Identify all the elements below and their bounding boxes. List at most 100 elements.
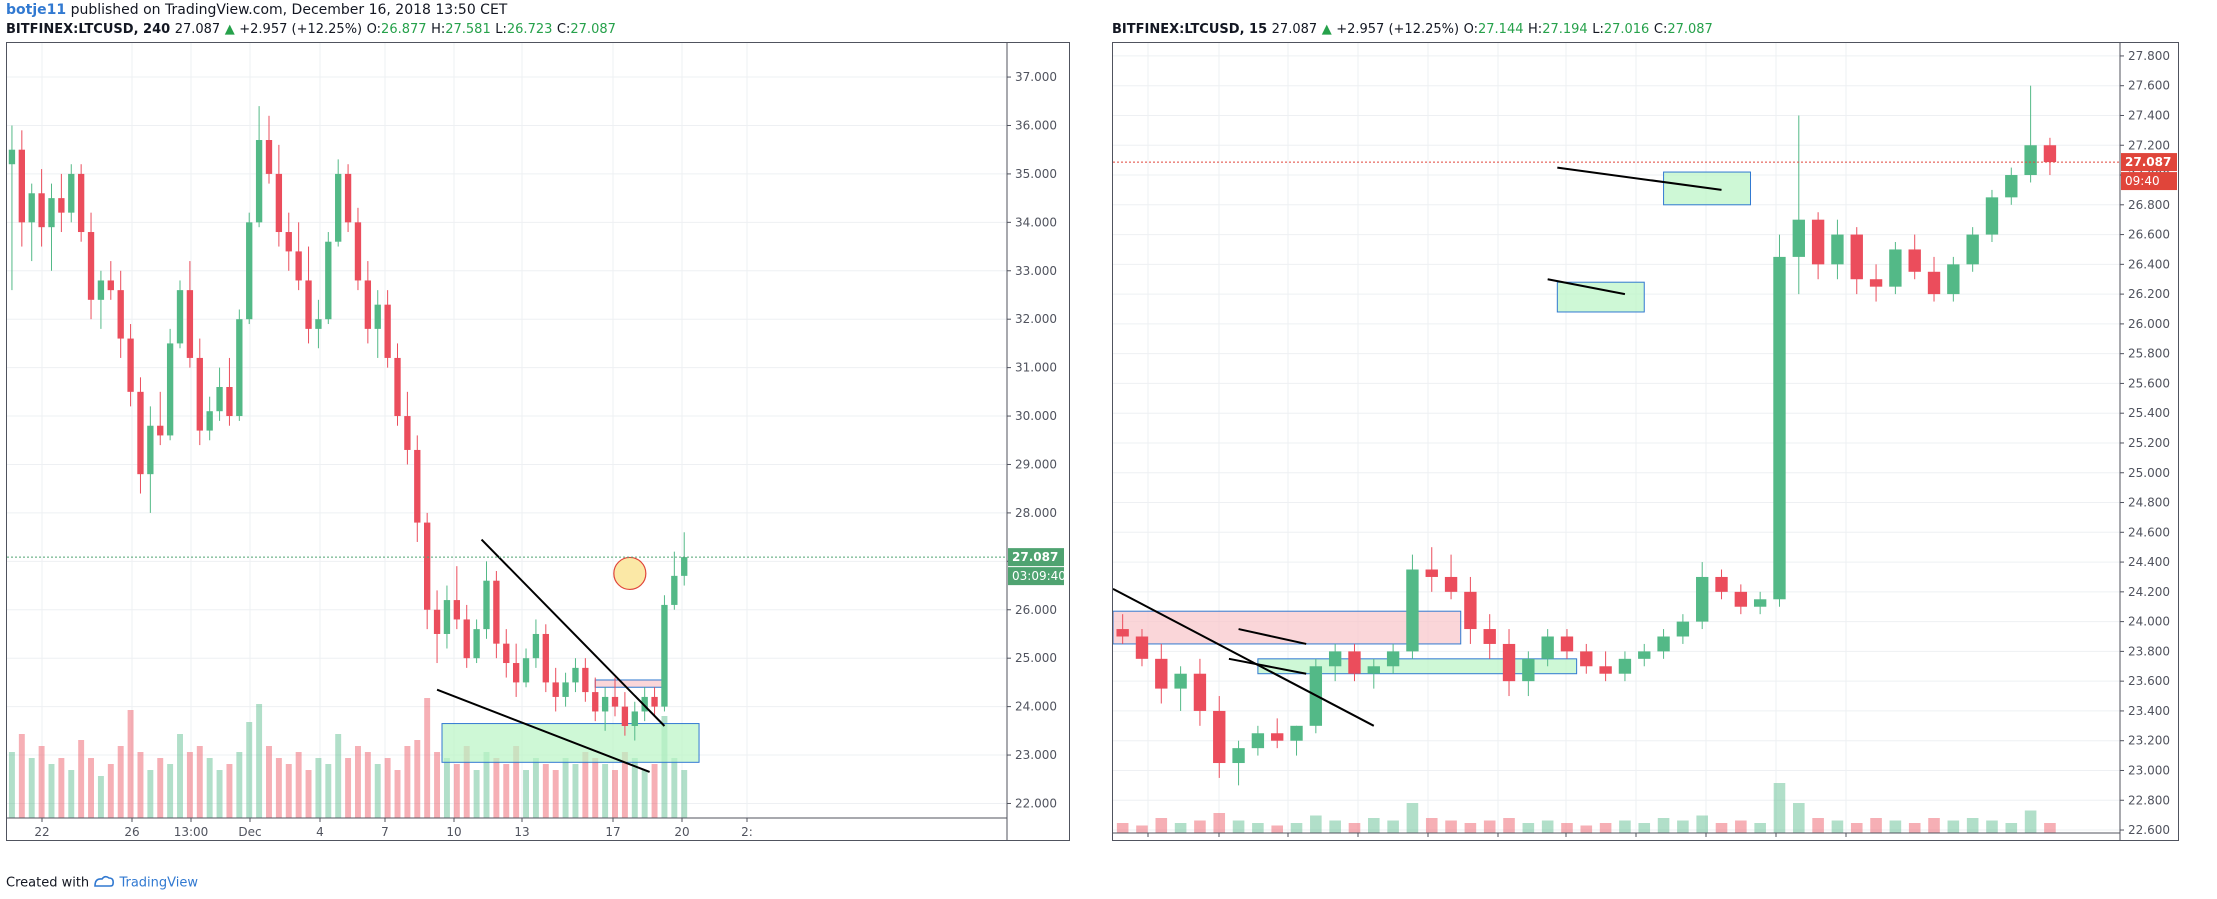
candle-body xyxy=(1811,219,1825,265)
candle-body xyxy=(236,319,243,417)
volume-bar xyxy=(1483,820,1496,833)
candle-body xyxy=(1232,748,1245,764)
volume-bar xyxy=(661,716,668,818)
candle-body xyxy=(532,633,540,659)
candle-body xyxy=(611,696,619,707)
candle-body xyxy=(275,173,283,233)
right-close: 27.087 xyxy=(1667,22,1713,37)
price-tick-label: 22.600 xyxy=(2128,823,2170,837)
candle-body xyxy=(671,575,678,605)
candle-body xyxy=(325,241,332,320)
tradingview-link[interactable]: TradingView xyxy=(119,875,198,891)
volume-bar xyxy=(1522,823,1535,833)
candle-body xyxy=(68,173,75,213)
left-change: +2.957 (+12.25%) xyxy=(239,22,363,37)
volume-bar xyxy=(1657,818,1670,833)
candle-body xyxy=(226,386,233,417)
price-tick-label: 27.200 xyxy=(2128,138,2170,152)
price-tick-label: 25.400 xyxy=(2128,406,2170,420)
candle-body xyxy=(1966,234,1979,265)
volume-bar xyxy=(1793,803,1805,833)
left-close: 27.087 xyxy=(570,22,616,37)
candle-body xyxy=(1985,197,1999,235)
candle-body xyxy=(1753,599,1767,607)
candle-body xyxy=(107,280,114,291)
candle-body xyxy=(1116,629,1129,637)
trendline xyxy=(1113,587,1375,727)
volume-bar xyxy=(404,746,411,818)
time-tick-label: 10 xyxy=(446,825,461,839)
volume-bar xyxy=(1155,818,1168,833)
candle-body xyxy=(1271,733,1284,741)
candle-body xyxy=(18,149,25,223)
candle-body xyxy=(117,290,124,339)
left-chart-header: BITFINEX:LTCUSD, 240 27.087 ▲ +2.957 (+1… xyxy=(6,22,616,37)
last-price-tag xyxy=(2121,153,2177,172)
volume-bar xyxy=(463,746,470,818)
candle-body xyxy=(661,604,668,707)
candle-body xyxy=(1618,658,1632,674)
volume-bar xyxy=(206,758,213,818)
price-tick-label: 23.800 xyxy=(2128,644,2170,658)
price-tick-label: 30.000 xyxy=(1015,409,1057,423)
volume-bar xyxy=(305,770,312,818)
volume-bar xyxy=(177,734,183,818)
volume-bar xyxy=(48,764,55,818)
price-tick-label: 25.000 xyxy=(2128,466,2170,480)
volume-bar xyxy=(2024,810,2037,833)
volume-bar xyxy=(1387,820,1399,833)
right-chart-svg[interactable]: 22.600 22.800 23.000 23.200 23.400 23.600 23.8… xyxy=(1113,43,2178,840)
last-price-tag-label: 27.087 xyxy=(2125,155,2171,169)
right-chart-panel[interactable]: 22.600 22.800 23.000 23.200 23.400 23.600 23.8… xyxy=(1112,42,2179,841)
volume-bar xyxy=(1503,818,1515,833)
right-last-price: 27.087 xyxy=(1271,22,1318,37)
candle-body xyxy=(651,696,658,707)
publish-info: botje11 published on TradingView.com, De… xyxy=(6,2,507,18)
volume-bar xyxy=(147,770,154,818)
volume-bar xyxy=(513,746,520,818)
created-with-text: Created with xyxy=(6,875,90,891)
price-tick-label: 26.000 xyxy=(2128,317,2170,331)
left-chart-svg[interactable]: 22.00023.00024.00025.00026.00027.00028.0… xyxy=(7,43,1069,840)
volume-bar xyxy=(295,752,302,818)
candle-body xyxy=(1541,636,1554,659)
candle-body xyxy=(1464,591,1477,630)
volume-bar xyxy=(2044,823,2056,833)
time-tick-label: 2: xyxy=(741,825,753,839)
right-open: 27.144 xyxy=(1478,22,1524,37)
price-tick-label: 32.000 xyxy=(1015,312,1057,326)
candle-body xyxy=(1599,666,1612,674)
price-tick-label: 35.000 xyxy=(1015,167,1057,181)
price-tick-label: 33.000 xyxy=(1015,264,1057,278)
left-chart-panel[interactable]: 22.00023.00024.00025.00026.00027.00028.0… xyxy=(6,42,1070,841)
candle-body xyxy=(1213,710,1226,764)
volume-bar xyxy=(424,698,431,818)
volume-bar xyxy=(1908,823,1921,833)
volume-bar xyxy=(394,770,401,818)
candle-body xyxy=(246,222,253,320)
candle-body xyxy=(1889,249,1902,287)
candle-body xyxy=(374,304,381,329)
volume-bar xyxy=(1406,803,1419,833)
left-high: 27.581 xyxy=(445,22,491,37)
volume-bar xyxy=(523,770,529,818)
price-tick-label: 25.600 xyxy=(2128,376,2170,390)
last-price-tag xyxy=(1008,548,1064,567)
price-tick-label: 26.200 xyxy=(2128,287,2170,301)
candle-body xyxy=(1386,651,1400,667)
candle-body xyxy=(1483,629,1496,644)
left-symbol: BITFINEX:LTCUSD, 240 xyxy=(6,22,171,37)
time-tick-label: 17 xyxy=(605,825,620,839)
candle-body xyxy=(1657,636,1670,652)
candle-body xyxy=(463,619,470,659)
left-last-price: 27.087 xyxy=(174,22,221,37)
candle-body xyxy=(127,338,134,392)
volume-bar xyxy=(434,752,441,818)
red-zone-box xyxy=(1113,610,1462,645)
volume-bar xyxy=(1677,820,1689,833)
right-high: 27.194 xyxy=(1542,22,1588,37)
countdown-tag xyxy=(2121,172,2177,191)
candle-body xyxy=(384,304,391,358)
volume-bar xyxy=(1947,820,1960,833)
author-link[interactable]: botje11 xyxy=(6,2,67,18)
